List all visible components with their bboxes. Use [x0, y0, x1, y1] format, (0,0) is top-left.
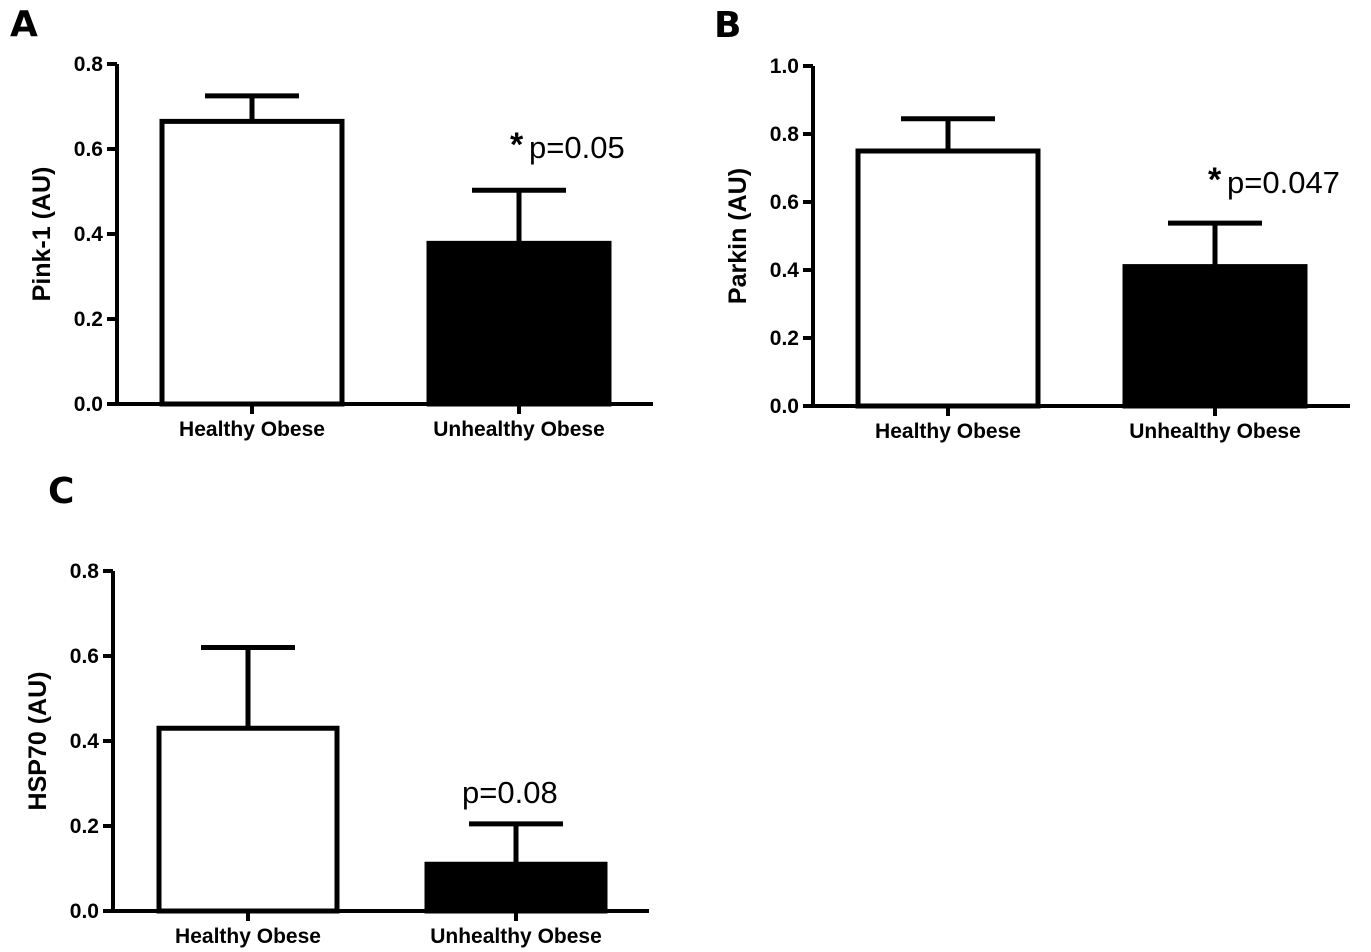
significance-star: * [510, 126, 524, 164]
bar-healthy-obese [855, 148, 1041, 409]
panel-letter: A [10, 4, 38, 45]
y-tick-label: 0.6 [70, 645, 99, 668]
y-tick-label: 0.8 [770, 123, 800, 146]
y-tick-label: 0.4 [70, 730, 100, 753]
y-tick-label: 0.0 [70, 900, 99, 923]
y-tick-label: 0.6 [770, 191, 799, 214]
y-axis-title: Parkin (AU) [724, 168, 752, 304]
x-tick-label: Healthy Obese [175, 925, 321, 948]
y-tick-label: 0.2 [74, 308, 103, 331]
y-tick-label: 0.2 [70, 815, 99, 838]
bar-unhealthy-obese [1122, 264, 1308, 409]
bar-healthy-obese [156, 725, 340, 914]
p-value-annotation: p=0.047 [1227, 165, 1340, 200]
chart-panel-a: A 0.0 0.2 0.4 0.6 0.8 Healthy Obese Unhealthy O… [10, 4, 653, 441]
y-axis-title: HSP70 (AU) [24, 672, 52, 811]
y-axis-title: Pink-1 (AU) [28, 167, 56, 302]
y-tick-label: 0.0 [74, 393, 103, 416]
y-tick-label: 0.8 [74, 53, 104, 76]
panel-letter: B [714, 5, 741, 46]
y-tick-label: 0.4 [770, 259, 800, 282]
p-value-annotation: p=0.05 [529, 130, 625, 165]
y-tick-label: 0.6 [74, 138, 103, 161]
bar-unhealthy-obese [424, 861, 608, 914]
chart-panel-b: B 0.0 0.2 0.4 0.6 0.8 1.0 Healthy Obese Unhealth… [714, 5, 1350, 443]
x-tick-label: Healthy Obese [179, 418, 325, 441]
chart-panel-c: C 0.0 0.2 0.4 0.6 0.8 Healthy Obese Unhealthy O… [24, 471, 649, 948]
y-tick-label: 1.0 [770, 55, 799, 78]
x-tick-label: Unhealthy Obese [1129, 420, 1301, 443]
bar-healthy-obese [159, 118, 345, 407]
x-tick-label: Unhealthy Obese [430, 925, 602, 948]
y-tick-label: 0.0 [770, 395, 799, 418]
y-tick-label: 0.4 [74, 223, 104, 246]
x-tick-label: Healthy Obese [875, 420, 1021, 443]
y-tick-label: 0.2 [770, 327, 799, 350]
bar-unhealthy-obese [426, 240, 612, 407]
p-value-annotation: p=0.08 [462, 775, 558, 810]
y-tick-label: 0.8 [70, 560, 100, 583]
panel-letter: C [48, 471, 74, 512]
x-tick-label: Unhealthy Obese [433, 418, 605, 441]
significance-star: * [1208, 161, 1222, 199]
